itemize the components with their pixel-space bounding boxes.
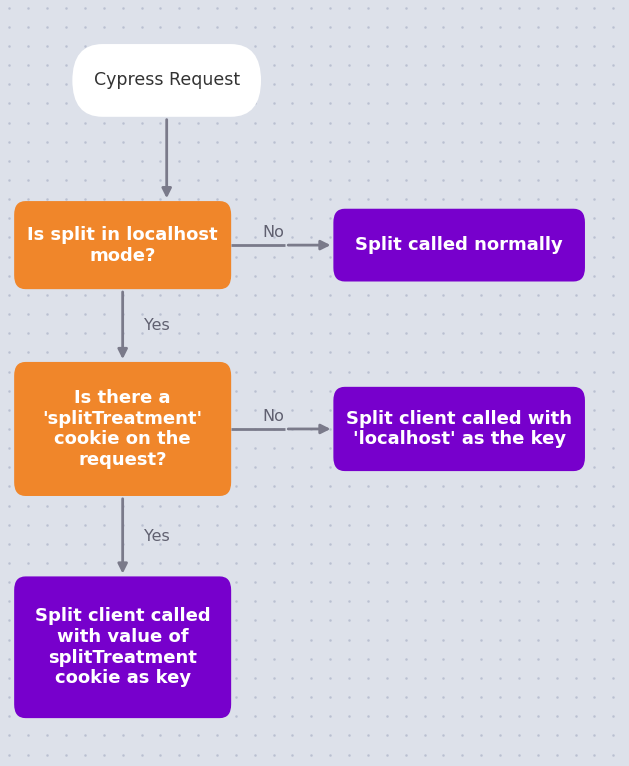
Text: Split client called
with value of
splitTreatment
cookie as key: Split client called with value of splitT… bbox=[35, 607, 211, 687]
Text: No: No bbox=[262, 225, 284, 241]
Text: Split client called with
'localhost' as the key: Split client called with 'localhost' as … bbox=[346, 410, 572, 448]
FancyBboxPatch shape bbox=[333, 387, 585, 471]
Text: Is split in localhost
mode?: Is split in localhost mode? bbox=[27, 226, 218, 264]
Text: Yes: Yes bbox=[145, 318, 170, 333]
FancyBboxPatch shape bbox=[14, 576, 231, 719]
Text: Cypress Request: Cypress Request bbox=[94, 71, 240, 90]
FancyBboxPatch shape bbox=[333, 208, 585, 281]
Text: Yes: Yes bbox=[145, 529, 170, 544]
FancyBboxPatch shape bbox=[72, 44, 261, 116]
Text: Split called normally: Split called normally bbox=[355, 236, 563, 254]
FancyBboxPatch shape bbox=[14, 201, 231, 289]
FancyBboxPatch shape bbox=[14, 362, 231, 496]
Text: No: No bbox=[262, 409, 284, 424]
Text: Is there a
'splitTreatment'
cookie on the
request?: Is there a 'splitTreatment' cookie on th… bbox=[43, 389, 203, 469]
